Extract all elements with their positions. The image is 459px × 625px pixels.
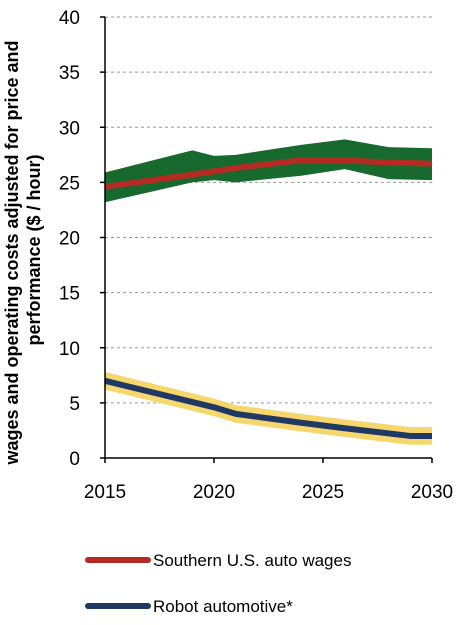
y-tick-label-15: 15	[59, 284, 80, 305]
legend-label-1: Robot automotive*	[153, 597, 293, 616]
x-tick-labels: 2015 2020 2025 2030	[84, 482, 453, 503]
y-tick-label-20: 20	[59, 229, 80, 250]
y-tick-labels: 0 5 10 15 20 25 30 35 40	[59, 8, 80, 470]
confidence-bands	[105, 139, 432, 445]
series-lines	[104, 157, 433, 439]
y-tick-label-25: 25	[59, 173, 80, 194]
y-tick-label-35: 35	[59, 63, 80, 84]
legend-label-0: Southern U.S. auto wages	[153, 551, 351, 570]
y-axis-label-line-1: wages and operating costs adjusted for p…	[2, 40, 22, 465]
y-tick-label-10: 10	[59, 339, 80, 360]
y-tick-label-5: 5	[69, 394, 80, 415]
y-tick-label-0: 0	[69, 449, 80, 470]
y-axis-label-line-2: performance ($ / hour)	[24, 154, 44, 345]
grid-lines	[105, 16, 432, 404]
series-band-0	[105, 139, 432, 203]
y-tick-label-30: 30	[59, 118, 80, 139]
legend: Southern U.S. auto wages Robot automotive…	[85, 551, 351, 616]
x-tick-label-2015: 2015	[84, 482, 126, 503]
series-line-0	[104, 157, 433, 190]
axes	[100, 16, 433, 463]
x-tick-label-2020: 2020	[193, 482, 235, 503]
x-tick-label-2025: 2025	[302, 482, 344, 503]
y-tick-label-40: 40	[59, 8, 80, 29]
series-line-1	[104, 377, 432, 439]
x-tick-label-2030: 2030	[411, 482, 453, 503]
y-axis-label: wages and operating costs adjusted for p…	[2, 35, 44, 465]
